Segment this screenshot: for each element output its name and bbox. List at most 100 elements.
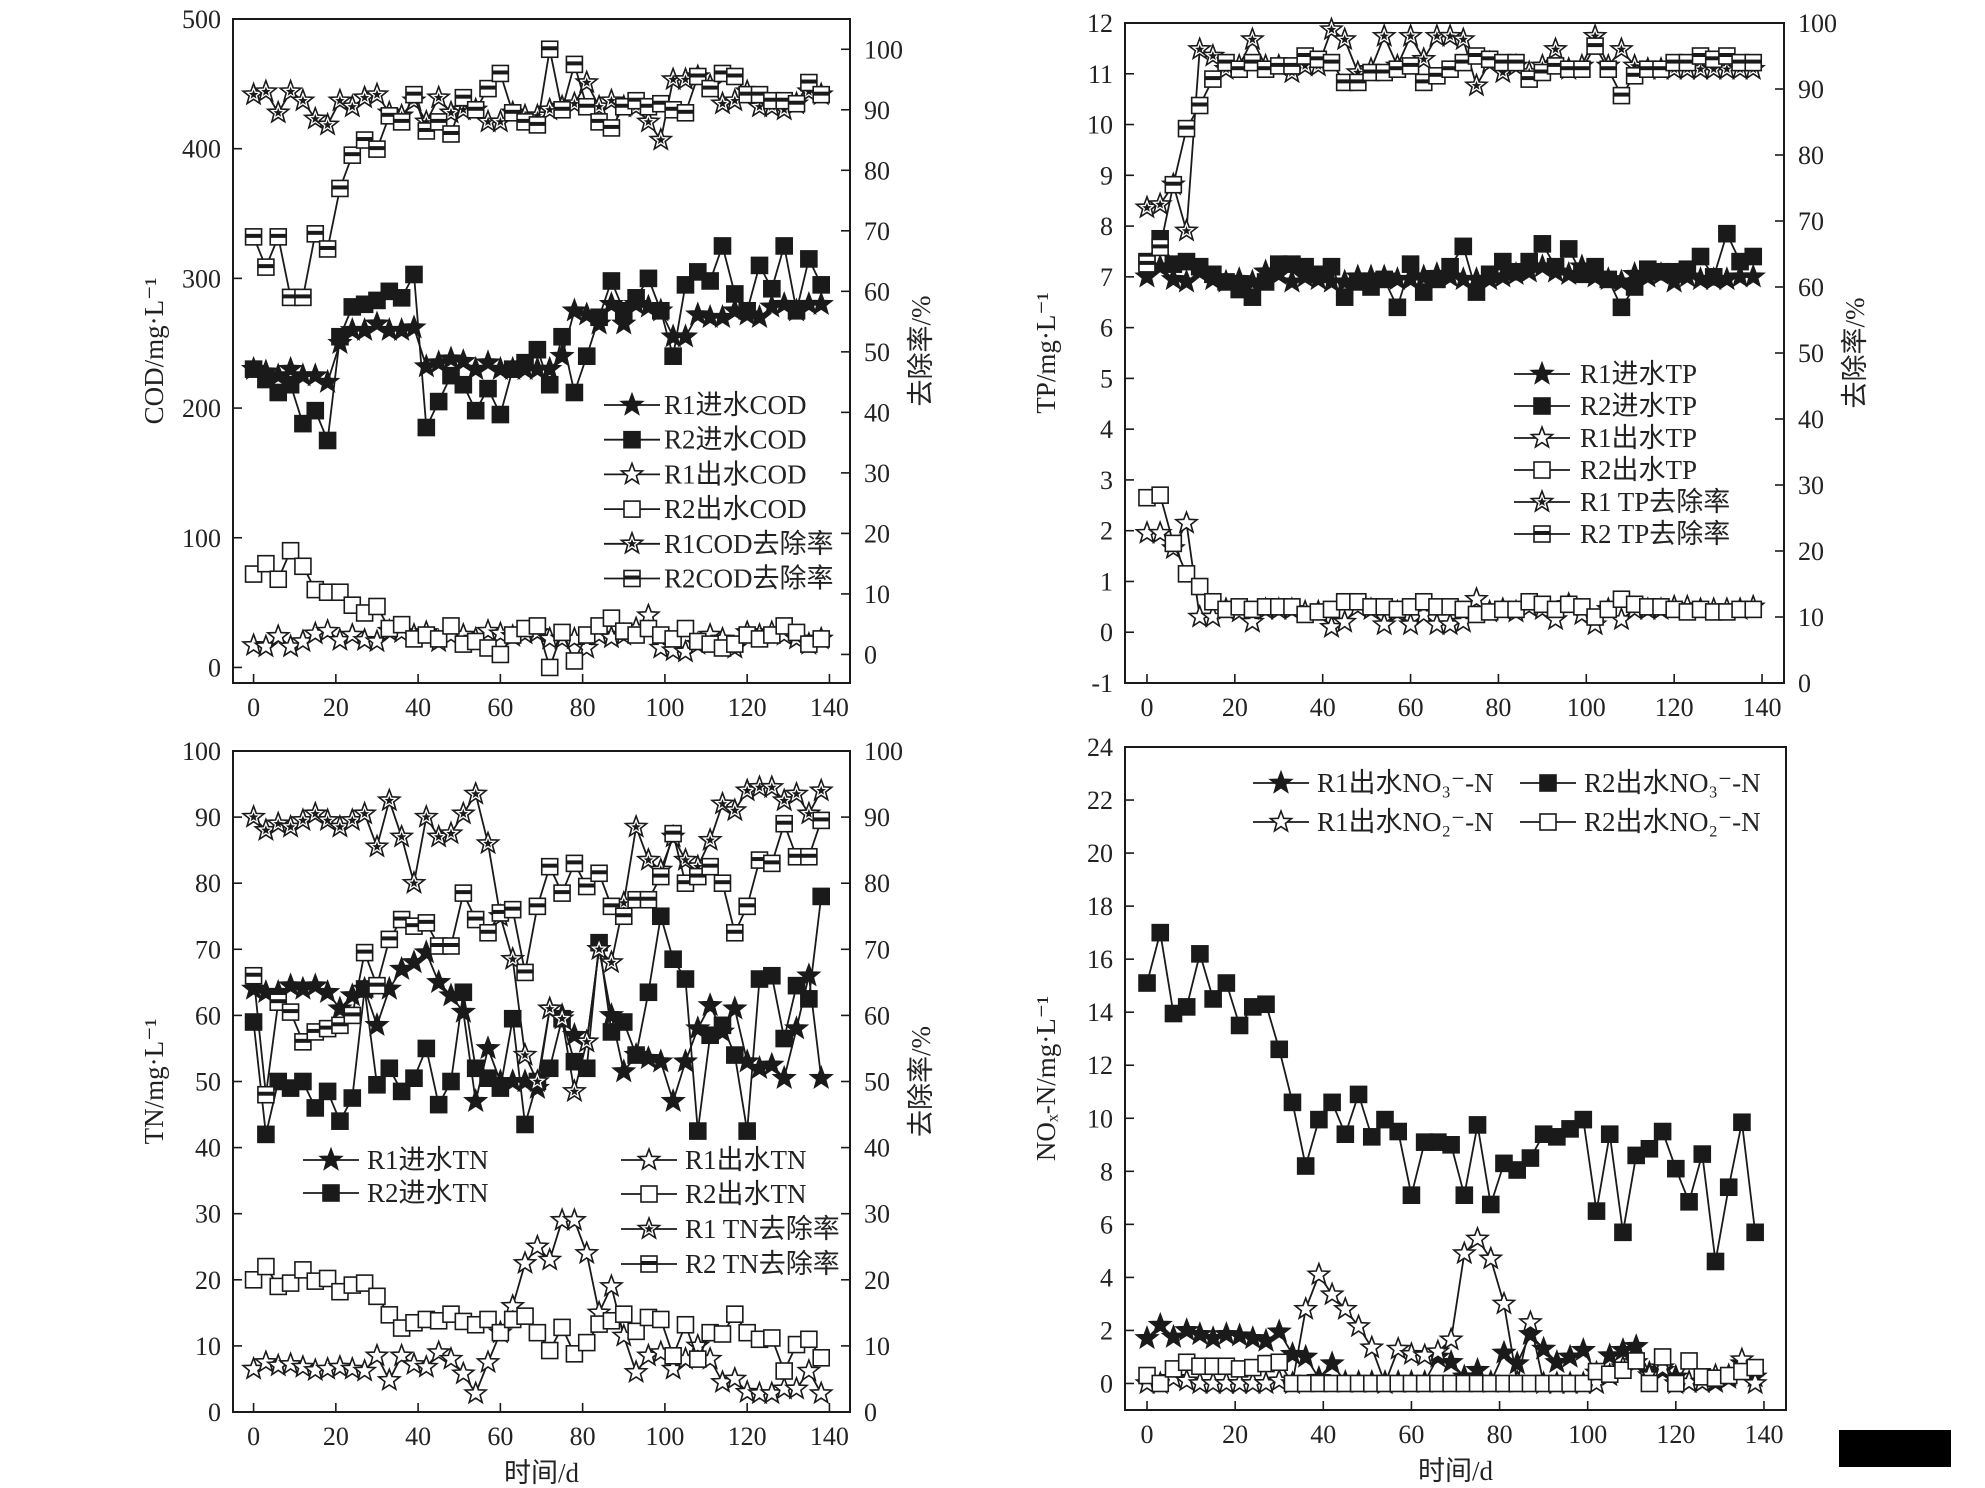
series-5 [1134, 16, 1766, 242]
star-marker [1268, 808, 1294, 833]
square-marker [1508, 1161, 1526, 1179]
square-marker [528, 617, 547, 635]
square-marker-bar [689, 873, 706, 878]
star-marker [1451, 1240, 1477, 1265]
star-marker [450, 1360, 476, 1385]
square-marker [1574, 1110, 1593, 1129]
star-marker-core [285, 822, 296, 832]
square-marker [1507, 262, 1525, 281]
square-marker-bar [554, 106, 571, 111]
square-marker [1574, 1374, 1593, 1393]
star-marker [1371, 611, 1397, 636]
square-marker-bar [381, 936, 398, 941]
square-marker-bar [443, 130, 460, 135]
square-marker [812, 630, 831, 648]
square-marker [553, 1318, 571, 1337]
panel-2: 0 20 40 60 80 100 120 140-101234567891011120102… [1031, 9, 1870, 722]
star-marker [1385, 1335, 1411, 1360]
star-marker [1517, 1309, 1544, 1334]
star-marker [734, 1378, 760, 1403]
square-marker [651, 907, 670, 926]
y-tick-label: 24 [1087, 733, 1113, 762]
square-marker [812, 276, 831, 294]
star-marker [783, 1015, 810, 1040]
square-marker-bar [1547, 62, 1564, 67]
square-marker [713, 237, 732, 255]
legend-label: R1进水TP [1580, 359, 1697, 389]
y-tick-label: 300 [182, 264, 221, 293]
y-tick-label: 500 [182, 5, 221, 34]
star-marker [1570, 1336, 1596, 1362]
square-marker [1586, 257, 1604, 276]
square-marker-bar [739, 903, 756, 908]
square-marker-bar [776, 820, 793, 825]
square-marker-bar [467, 106, 484, 111]
legend-entry: R2进水COD [604, 425, 807, 455]
plot-frame [1124, 746, 1787, 1411]
x-tick-label: 140 [810, 1422, 849, 1451]
star-marker [1529, 424, 1555, 449]
star-marker [302, 362, 328, 387]
square-marker [812, 887, 831, 906]
star-marker-core [1339, 34, 1350, 44]
star-marker [1134, 1325, 1160, 1350]
square-marker-bar [628, 97, 645, 102]
star-marker [1359, 1334, 1385, 1359]
square-marker-bar [1283, 62, 1300, 67]
y-right-tick-label: 10 [1798, 603, 1824, 632]
square-marker-bar [368, 982, 385, 987]
legend-label: R1COD去除率 [664, 529, 834, 559]
square-marker-bar [554, 890, 571, 895]
square-marker [627, 1322, 645, 1341]
star-marker-core [1629, 60, 1640, 70]
square-marker [800, 990, 818, 1008]
x-tick-label: 120 [1655, 693, 1694, 722]
star-marker [1517, 1321, 1544, 1346]
star-marker-core [619, 898, 629, 908]
star-marker-core [705, 835, 715, 845]
star-marker [771, 290, 797, 316]
square-marker-bar [1218, 59, 1235, 64]
star-marker-core [631, 822, 641, 832]
square-marker [1599, 600, 1618, 619]
square-marker [1455, 1186, 1474, 1204]
square-marker [1389, 1122, 1408, 1141]
square-marker [540, 658, 559, 677]
square-marker [577, 347, 596, 365]
square-marker-bar [640, 103, 657, 108]
star-marker-core [717, 798, 728, 808]
square-marker-bar [492, 909, 509, 914]
star-marker-core [273, 107, 283, 117]
star-marker [796, 962, 822, 987]
y-right-tick-label: 70 [864, 217, 890, 246]
square-marker-bar [739, 91, 756, 96]
square-marker-bar [1231, 66, 1248, 71]
square-marker [442, 617, 460, 635]
y-tick-label: 0 [208, 1398, 221, 1427]
square-marker [1177, 998, 1196, 1016]
square-marker-bar [652, 873, 669, 878]
star-marker-core [606, 957, 617, 967]
star-marker-core [1155, 199, 1165, 209]
star-marker [339, 621, 365, 646]
square-marker [1533, 235, 1552, 253]
square-marker-bar [504, 906, 521, 911]
star-marker [277, 1351, 304, 1376]
y-tick-label: 100 [182, 737, 221, 766]
square-marker [1680, 1352, 1698, 1370]
y-tick-label: 400 [182, 135, 221, 164]
square-marker [1640, 1139, 1659, 1158]
star-marker-core [779, 795, 789, 805]
y-right-tick-label: 50 [864, 338, 890, 367]
star-marker-core [643, 855, 654, 865]
star-marker-core [754, 782, 765, 792]
square-marker [1653, 1122, 1672, 1141]
legend-label: R1 TP去除率 [1580, 487, 1730, 517]
square-marker [1217, 974, 1236, 992]
y-right-tick-label: 60 [864, 277, 890, 306]
legend-entry: R1COD去除率 [604, 529, 834, 559]
x-tick-label: 100 [645, 1422, 684, 1451]
square-marker [503, 1009, 522, 1028]
square-marker-bar [1349, 79, 1366, 84]
star-marker-core [372, 841, 382, 851]
